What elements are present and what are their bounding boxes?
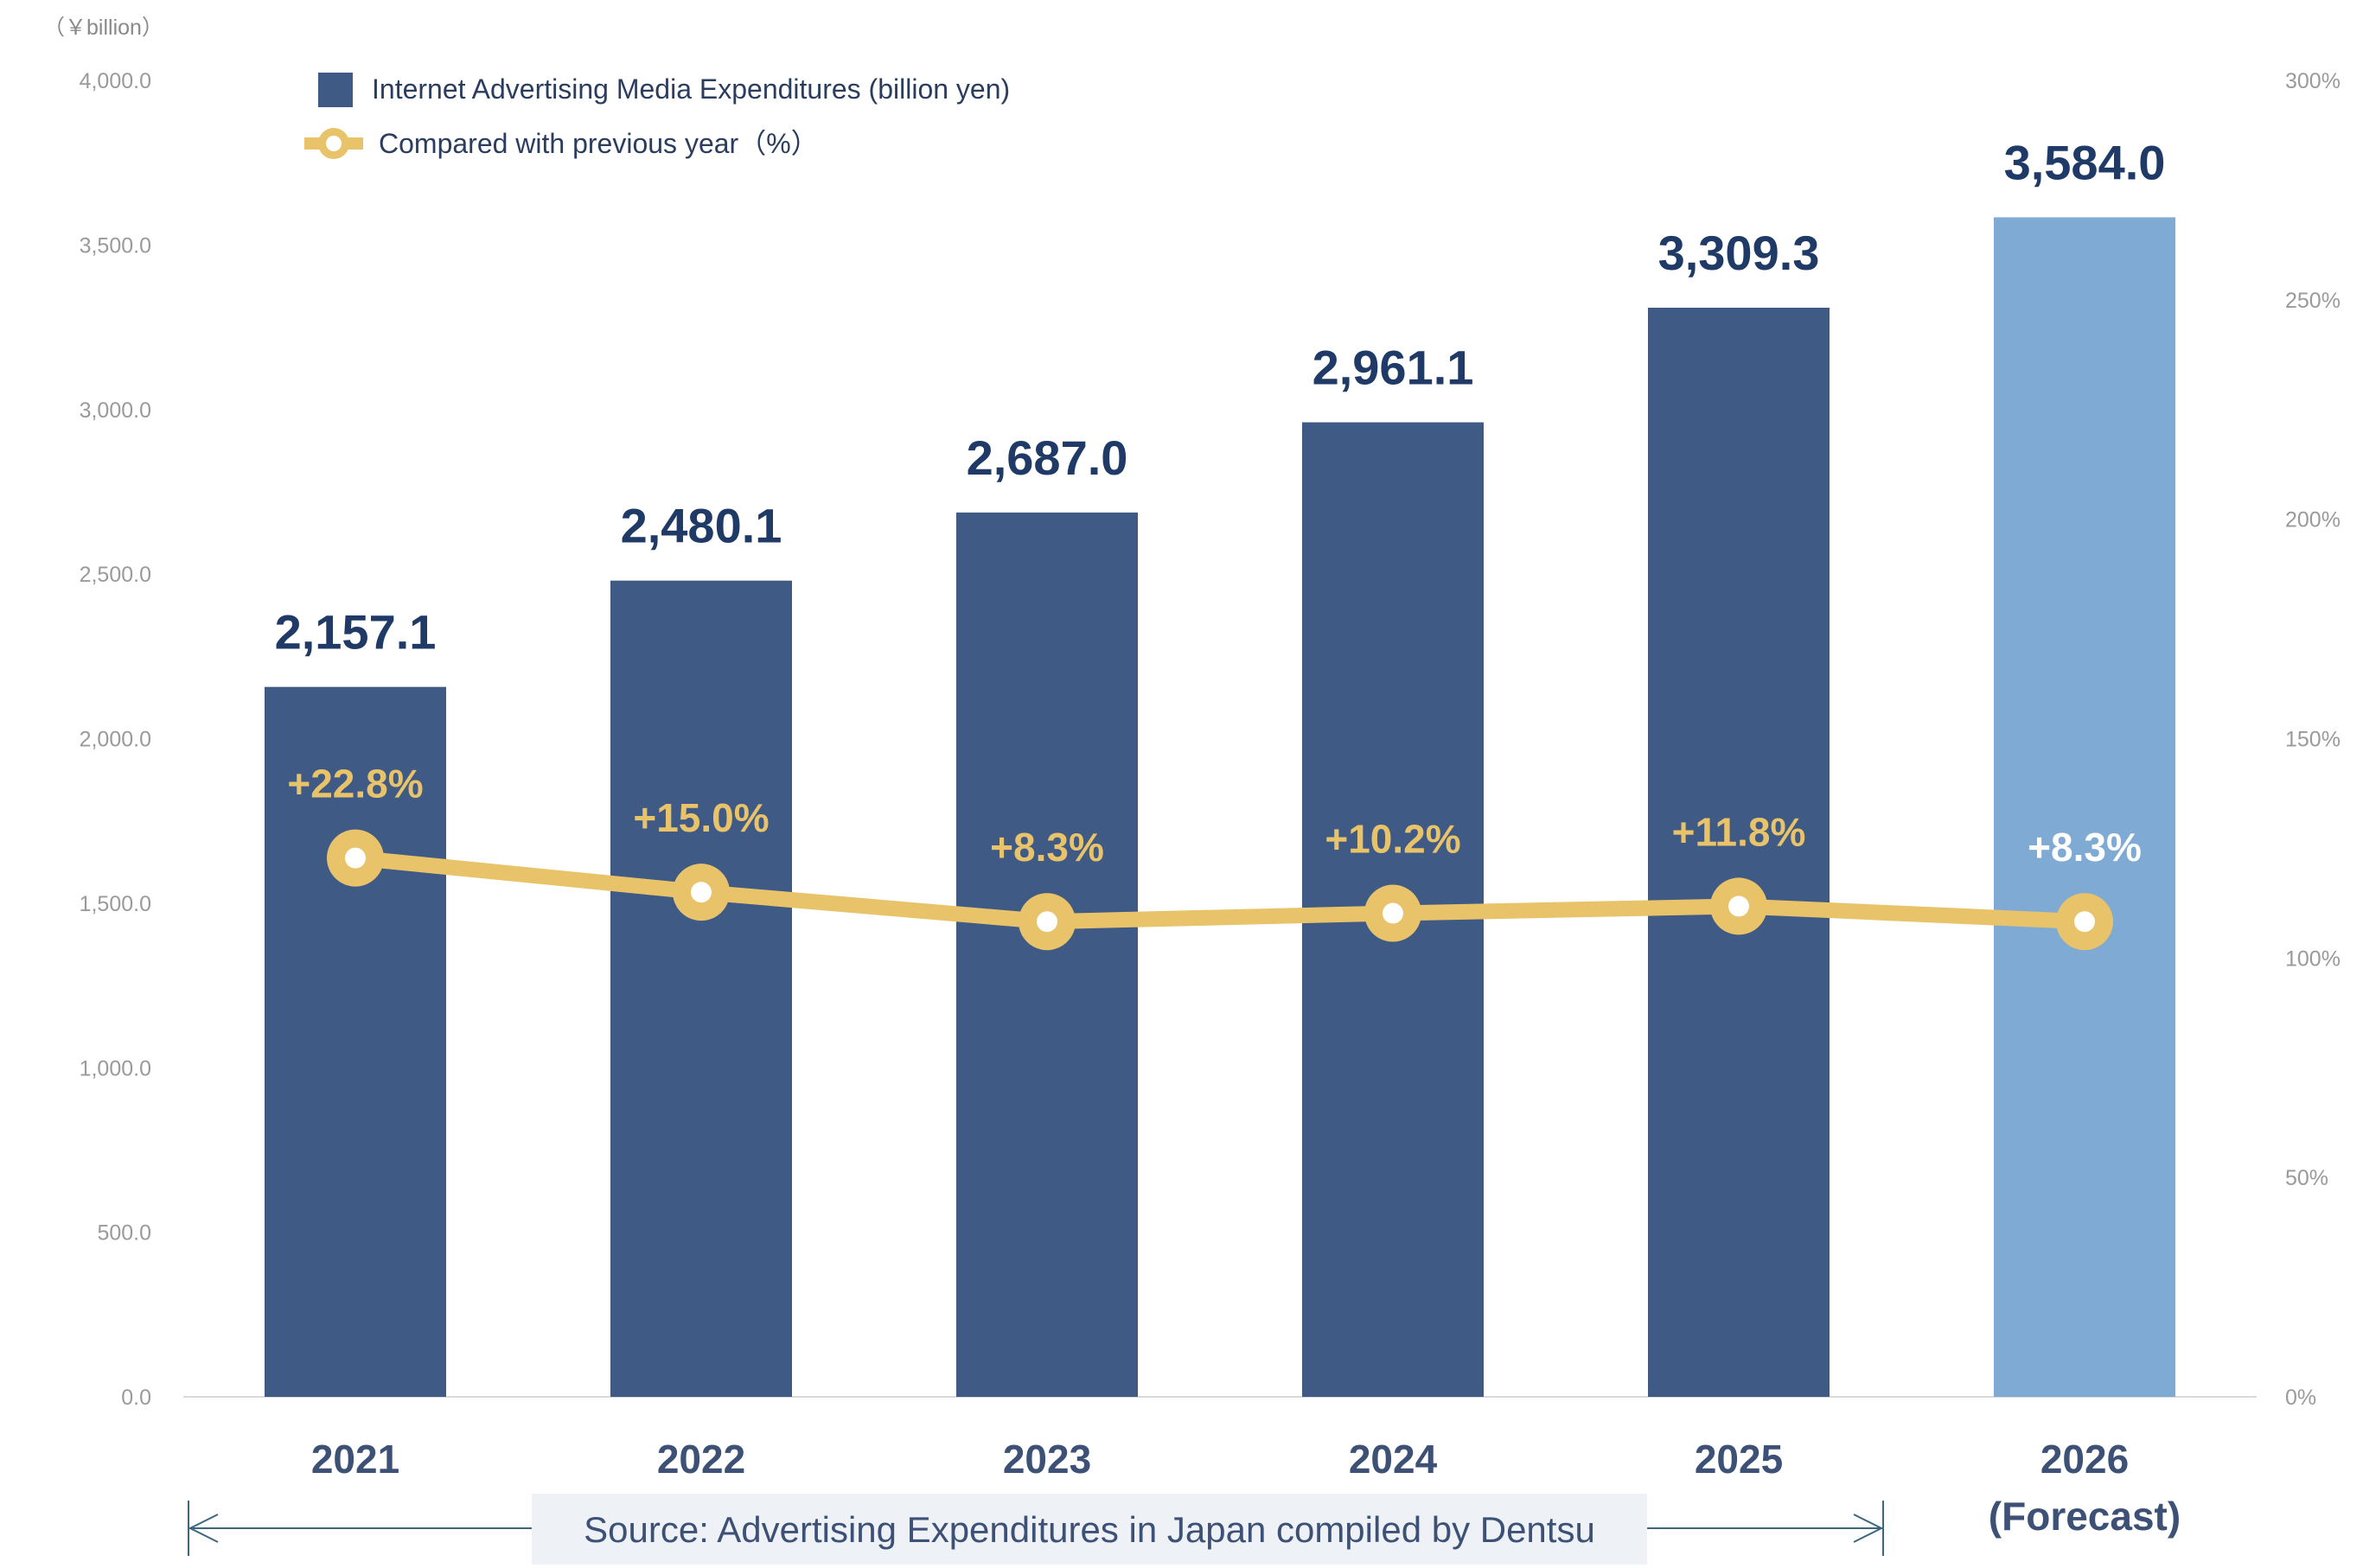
left-axis: 0.0 500.0 1,000.0 1,500.0 2,000.0 2,500.0 3,00… [80, 69, 151, 1410]
left-axis-tick-label: 0.0 [121, 1386, 151, 1410]
bar [956, 512, 1138, 1397]
left-axis-tick-label: 1,500.0 [80, 892, 151, 916]
x-axis-category-label: 2025 [1695, 1437, 1783, 1482]
yoy-point-center [345, 847, 366, 869]
yoy-value-label: +10.2% [1325, 817, 1460, 862]
yoy-value-label: +8.3% [2028, 825, 2142, 870]
left-axis-tick-label: 2,000.0 [80, 728, 151, 752]
x-axis-category-label: 2024 [1349, 1437, 1438, 1482]
yoy-point-center [1383, 902, 1403, 924]
x-axis-category-label: 2023 [1003, 1437, 1091, 1482]
left-axis-tick-label: 1,000.0 [80, 1056, 151, 1080]
yoy-value-label: +11.8% [1672, 809, 1806, 854]
right-axis-tick-label: 50% [2285, 1166, 2328, 1190]
yoy-value-label: +8.3% [990, 825, 1104, 870]
x-axis-category-label: 2021 [311, 1437, 399, 1482]
bar-value-label: 3,309.3 [1658, 226, 1820, 280]
x-axis-categories: 2021 2022 2023 2024 2025 2026 (Forecast) [311, 1437, 2181, 1539]
right-axis: 0% 50% 100% 150% 200% 250% 300% [2285, 69, 2341, 1410]
legend-line-label: Compared with previous year（%） [379, 128, 819, 159]
bar-value-label: 2,480.1 [621, 499, 782, 553]
yoy-value-label: +22.8% [287, 762, 423, 806]
left-axis-tick-label: 4,000.0 [80, 69, 151, 93]
legend-bar-label: Internet Advertising Media Expenditures … [372, 73, 1010, 105]
yoy-point-center [2074, 911, 2095, 933]
bar-value-label: 2,157.1 [275, 605, 437, 660]
yoy-value-label: +15.0% [633, 795, 769, 840]
x-axis-category-label: 2026 [2040, 1437, 2129, 1482]
right-axis-tick-label: 100% [2285, 947, 2341, 971]
legend-line-marker-center [326, 136, 342, 151]
right-axis-tick-label: 150% [2285, 728, 2341, 752]
bar [265, 686, 446, 1397]
x-axis-category-sublabel: (Forecast) [1989, 1494, 2181, 1539]
bar [1648, 307, 1830, 1398]
bar-value-label: 2,961.1 [1312, 341, 1474, 395]
bar [610, 580, 792, 1397]
yoy-point-center [691, 882, 712, 903]
source-arrowhead-left [188, 1514, 219, 1543]
right-axis-tick-label: 0% [2285, 1386, 2316, 1410]
bar-value-labels: 2,157.1 2,480.1 2,687.0 2,961.1 3,309.3 3,584… [275, 135, 2166, 659]
yoy-line [354, 850, 2085, 930]
left-axis-tick-label: 3,500.0 [80, 233, 151, 258]
bar-value-label: 3,584.0 [2004, 135, 2166, 189]
source-box [532, 1494, 1647, 1565]
x-axis-category-label: 2022 [657, 1437, 745, 1482]
left-axis-tick-label: 3,000.0 [80, 398, 151, 423]
yoy-point-center [1728, 896, 1749, 917]
right-axis-tick-label: 300% [2285, 69, 2341, 93]
yoy-point-center [1037, 911, 1057, 933]
yoy-value-labels: +22.8% +15.0% +8.3% +10.2% +11.8% +8.3% [287, 762, 2142, 870]
source-text: Source: Advertising Expenditures in Japa… [584, 1509, 1595, 1550]
right-axis-tick-label: 250% [2285, 289, 2341, 313]
left-axis-tick-label: 500.0 [97, 1221, 151, 1246]
left-axis-unit-label: （￥billion） [43, 16, 163, 40]
source-note: Source: Advertising Expenditures in Japa… [188, 1494, 1884, 1565]
source-arrowhead-right [1853, 1514, 1884, 1543]
yoy-line-series [327, 829, 2113, 951]
bar [1994, 217, 2175, 1398]
bar-series [265, 217, 2175, 1398]
right-axis-tick-label: 200% [2285, 508, 2341, 532]
left-axis-tick-label: 2,500.0 [80, 563, 151, 587]
legend-bar-swatch [318, 73, 353, 107]
bar-value-label: 2,687.0 [967, 430, 1128, 485]
legend: Internet Advertising Media Expenditures … [304, 73, 1010, 159]
